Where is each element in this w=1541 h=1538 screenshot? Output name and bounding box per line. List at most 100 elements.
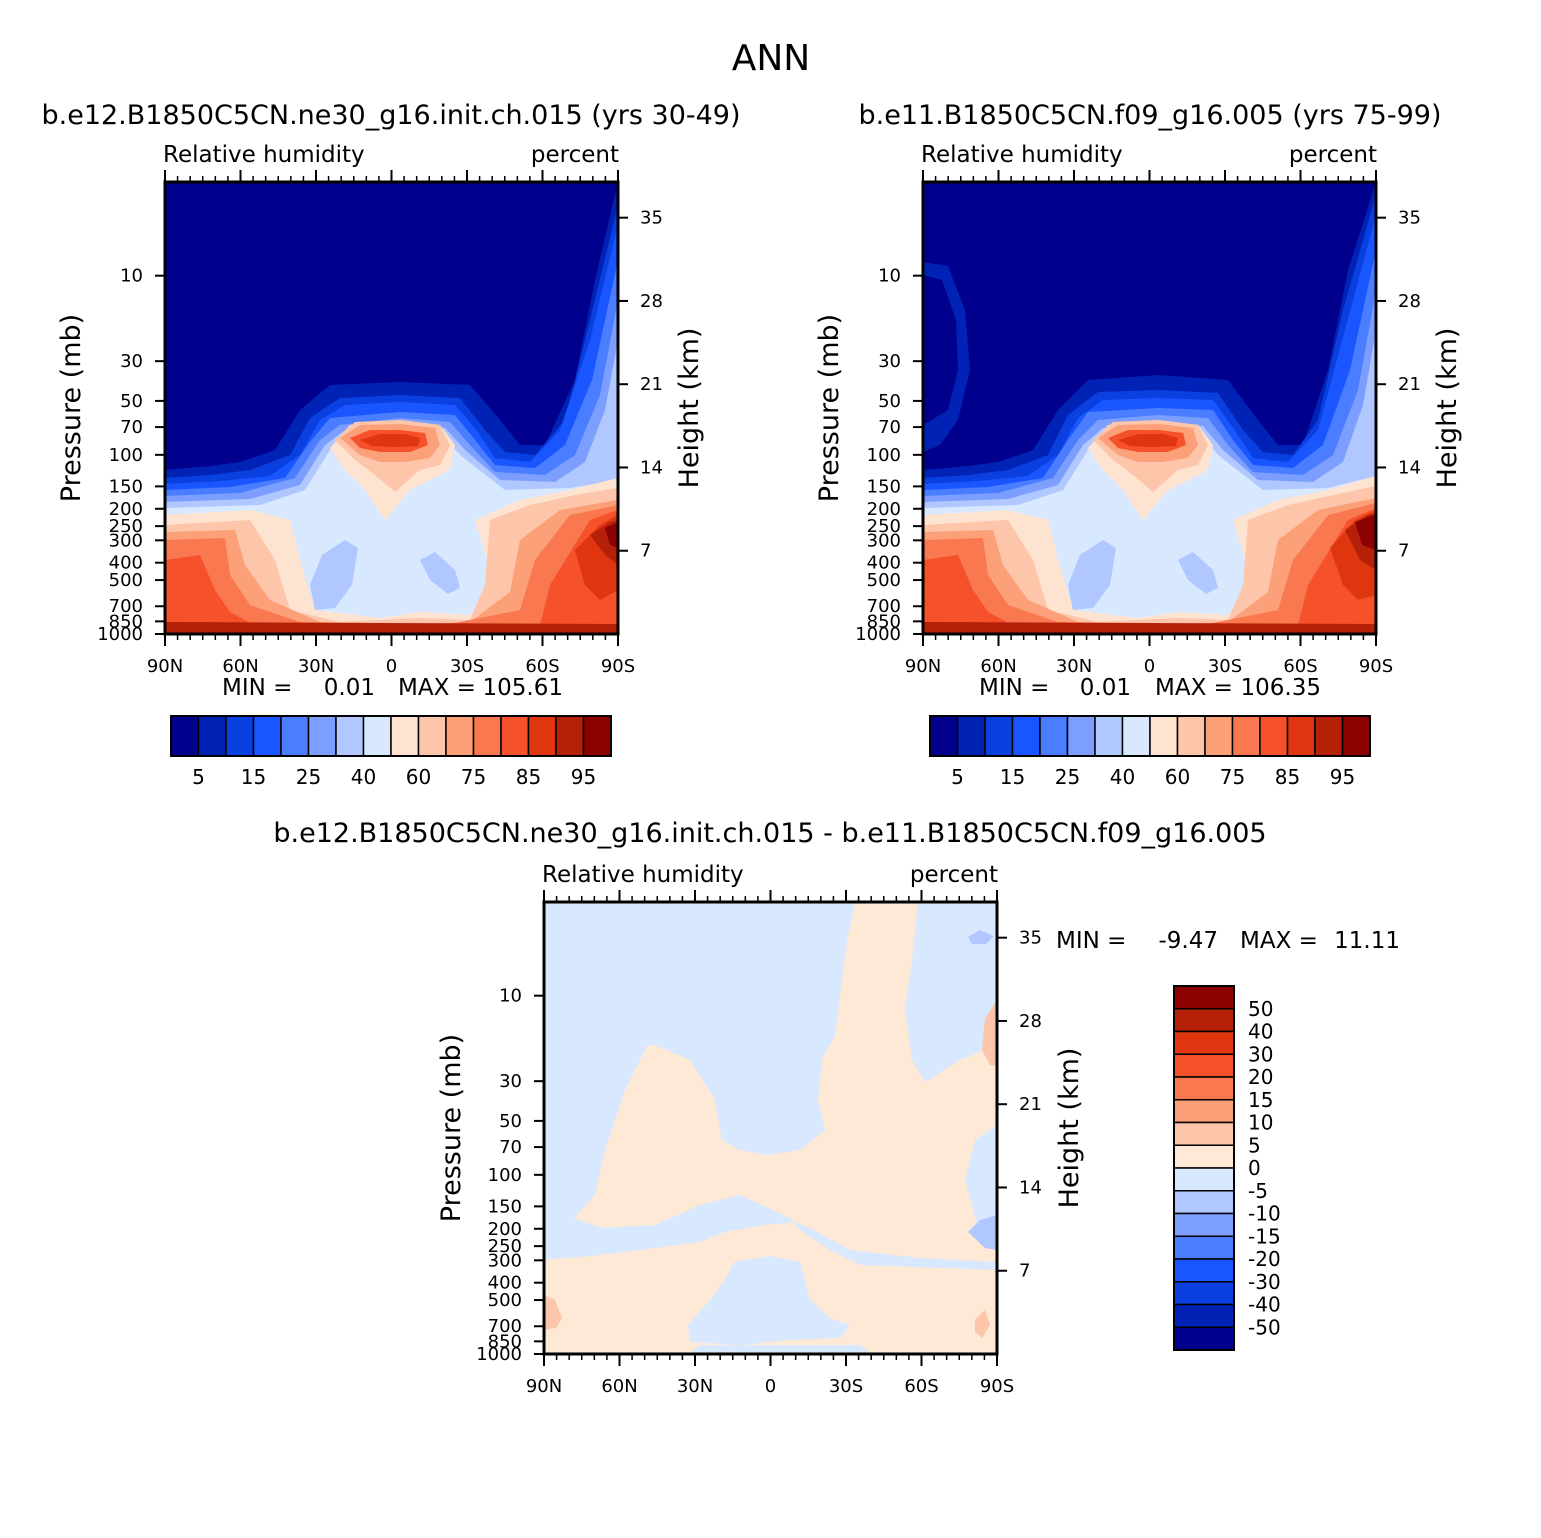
panel-difference: b.e12.B1850C5CN.ne30_g16.init.ch.015 - b…: [273, 818, 1400, 1397]
colorbar-box: [1173, 1212, 1235, 1237]
y-tick-label: 10: [499, 986, 522, 1007]
y2-axis-label: Height (km): [674, 328, 705, 489]
colorbar-box: [1121, 715, 1151, 757]
y-tick-label: 30: [120, 351, 143, 372]
colorbar-box: [1259, 715, 1289, 757]
panel-title: b.e12.B1850C5CN.ne30_g16.init.ch.015 (yr…: [41, 100, 740, 131]
x-tick-label: 0: [1144, 656, 1155, 677]
y-tick-label: 850: [488, 1331, 522, 1352]
contour-level-1: [923, 275, 958, 425]
contour-level-14: [1118, 434, 1178, 447]
colorbar-box: [1173, 985, 1235, 1010]
colorbar-label: 95: [1330, 765, 1355, 789]
diff-level-5-10: [544, 1295, 562, 1330]
colorbar-box: [1286, 715, 1316, 757]
colorbar-label: 40: [351, 765, 376, 789]
colorbar-box: [197, 715, 227, 757]
y2-tick-label: 21: [1398, 374, 1421, 395]
x-tick-label: 90S: [980, 1376, 1014, 1397]
variable-label: Relative humidity: [542, 862, 744, 888]
y-tick-label: 500: [109, 570, 143, 591]
diff-level-minus10-minus5: [968, 1215, 997, 1250]
contour-level-13: [923, 508, 1376, 634]
y-tick-label: 70: [878, 417, 901, 438]
x-tick-label: 90N: [905, 656, 941, 677]
x-tick-label: 0: [765, 1376, 776, 1397]
colorbar-box: [1173, 1053, 1235, 1078]
colorbar-box: [1149, 715, 1179, 757]
colorbar-box: [1173, 1121, 1235, 1146]
colorbar-box: [956, 715, 986, 757]
contour-level-11: [923, 498, 1376, 634]
min-label: MIN =: [222, 675, 292, 701]
colorbar-box: [555, 715, 585, 757]
colorbar-box: [1173, 1281, 1235, 1306]
colorbar-label: 95: [571, 765, 596, 789]
y-tick-label: 300: [867, 530, 901, 551]
diff-level-minus10-minus5: [968, 930, 994, 944]
x-tick-label: 0: [386, 656, 397, 677]
x-tick-label: 90N: [147, 656, 183, 677]
y-tick-label: 250: [488, 1236, 522, 1257]
x-tick-label: 90S: [1359, 656, 1393, 677]
colorbar-box: [390, 715, 420, 757]
colorbar-box: [280, 715, 310, 757]
contour-level-7: [1068, 540, 1116, 610]
x-tick-label: 60N: [222, 656, 258, 677]
y2-tick-label: 35: [640, 208, 663, 229]
colorbar-label: -50: [1248, 1315, 1281, 1339]
contour-level-1: [165, 328, 196, 440]
contour-level-11: [165, 500, 618, 634]
x-tick-label: 30N: [677, 1376, 713, 1397]
units-label: percent: [531, 142, 619, 168]
y2-tick-label: 35: [1019, 928, 1042, 949]
y-tick-label: 70: [120, 417, 143, 438]
y-tick-label: 1000: [97, 624, 143, 645]
colorbar-label: 10: [1248, 1111, 1273, 1135]
y2-tick-label: 7: [640, 541, 651, 562]
x-tick-label: 60N: [601, 1376, 637, 1397]
colorbar-box: [225, 715, 255, 757]
colorbar-label: 75: [461, 765, 486, 789]
max-value: 105.61: [483, 675, 563, 701]
y-tick-label: 1000: [855, 624, 901, 645]
x-tick-label: 30N: [1056, 656, 1092, 677]
x-tick-label: 90S: [601, 656, 635, 677]
panel-model2: b.e11.B1850C5CN.f09_g16.005 (yrs 75-99) …: [814, 100, 1463, 789]
min-value: -9.47: [1158, 928, 1218, 954]
diff-level-minus5-0: [688, 1256, 850, 1345]
colorbar-box: [984, 715, 1014, 757]
variable-label: Relative humidity: [163, 142, 365, 168]
y2-tick-label: 14: [640, 457, 663, 478]
y2-tick-label: 21: [640, 374, 663, 395]
y2-tick-label: 28: [640, 291, 663, 312]
y-tick-label: 30: [499, 1071, 522, 1092]
colorbar-box: [1231, 715, 1261, 757]
min-value: 0.01: [324, 675, 375, 701]
y-tick-label: 200: [867, 499, 901, 520]
colorbar-frame: [170, 715, 612, 757]
contour-level-16: [605, 522, 618, 548]
y2-tick-label: 28: [1019, 1011, 1042, 1032]
colorbar-box: [1011, 715, 1041, 757]
colorbar-label: 0: [1248, 1156, 1261, 1180]
max-label: MAX =: [1155, 675, 1233, 701]
figure-title: ANN: [732, 38, 811, 79]
colorbar-box: [1173, 1326, 1235, 1351]
y-tick-label: 10: [878, 266, 901, 287]
colorbar-label: -20: [1248, 1247, 1281, 1271]
y-axis-label: Pressure (mb): [436, 1034, 467, 1222]
colorbar-label: 15: [241, 765, 266, 789]
diff-level-5-10: [982, 1000, 997, 1066]
x-tick-label: 60S: [525, 656, 559, 677]
y-axis-label: Pressure (mb): [814, 314, 845, 502]
colorbar-label: 50: [1248, 997, 1273, 1021]
max-label: MAX =: [398, 675, 476, 701]
colorbar-label: 5: [951, 765, 964, 789]
contour-level-7: [310, 540, 358, 610]
colorbar-label: 60: [406, 765, 431, 789]
y2-tick-label: 35: [1398, 208, 1421, 229]
colorbar-label: -10: [1248, 1202, 1281, 1226]
colorbar-box: [500, 715, 530, 757]
